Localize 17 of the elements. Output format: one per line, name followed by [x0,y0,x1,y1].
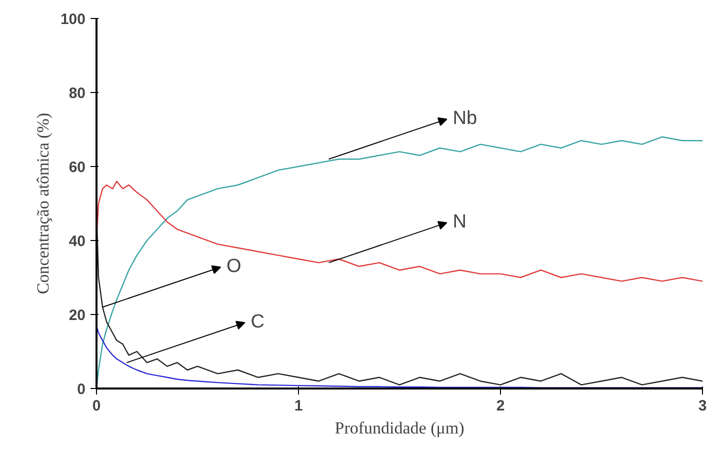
line-series [96,180,702,282]
y-axis-title: Concentração atômica (%) [33,112,52,294]
y-tick-label: 40 [68,233,86,250]
annotation: N [452,212,467,233]
annotation: Nb [452,108,478,130]
y-tick-label: 60 [68,159,86,176]
x-axis-title: Profundidade (μm) [334,418,464,438]
x-tick-label: 1 [294,398,303,414]
y-tick-label: 80 [68,85,86,102]
x-tick-label: 3 [698,398,707,414]
y-tick-label: 0 [77,381,86,398]
annotation: C [250,312,265,333]
y-tick-label: 100 [60,11,86,28]
x-tick-label: 2 [496,398,505,414]
annotation: O [226,256,242,278]
x-tick-label: 0 [92,398,101,414]
y-tick-label: 20 [68,307,86,324]
